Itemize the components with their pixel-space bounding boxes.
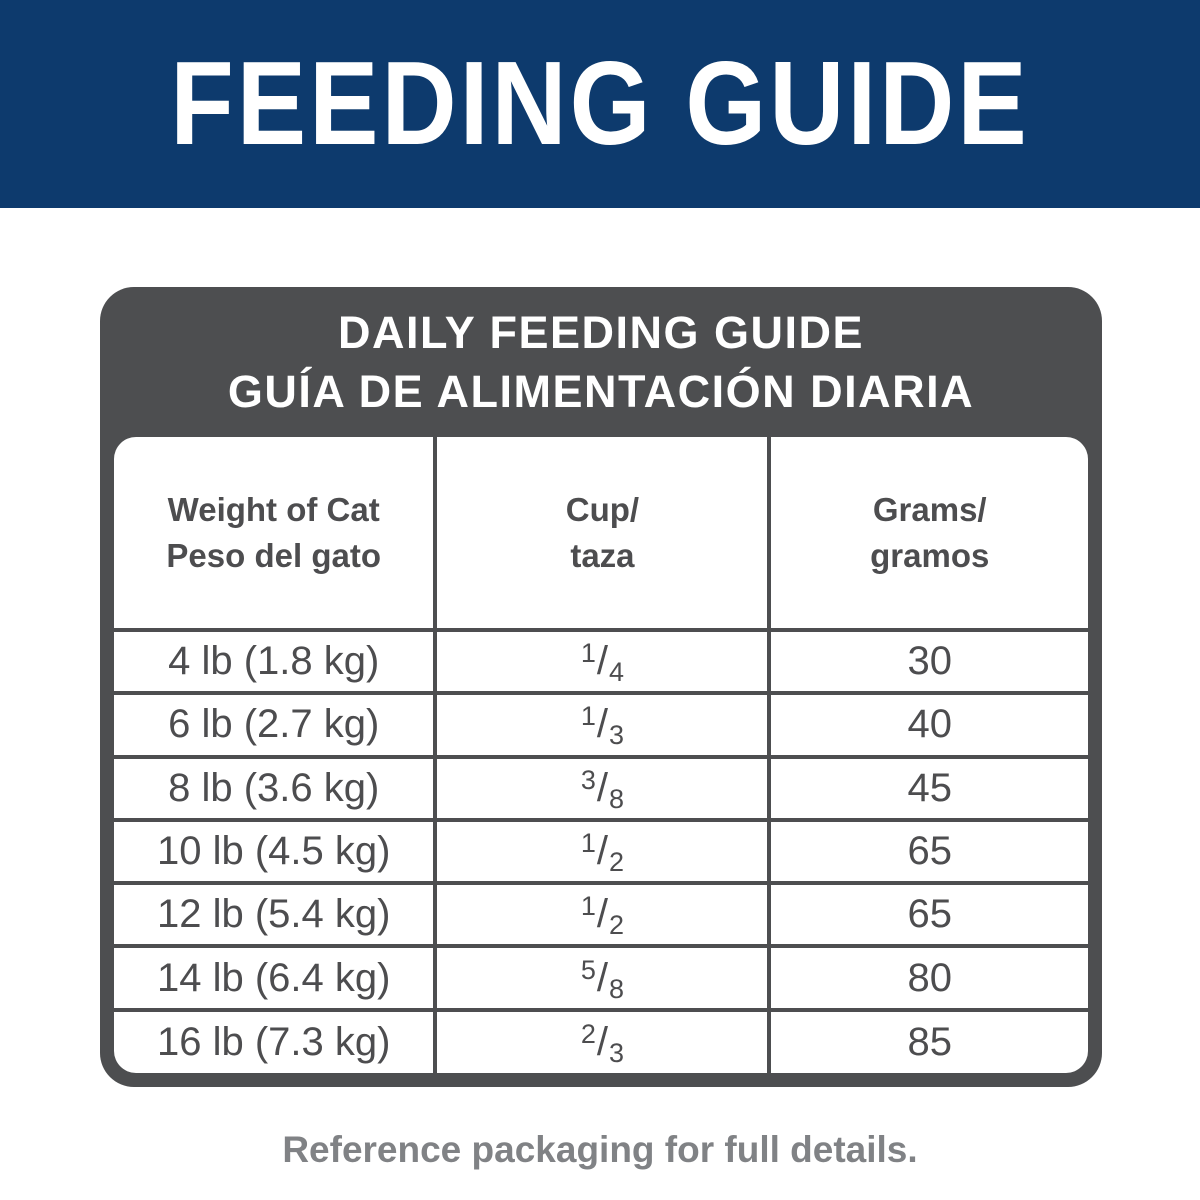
cell-cup: 3/8 <box>433 754 772 822</box>
table-row: 12 lb (5.4 kg) 1/2 65 <box>114 881 1088 949</box>
cell-grams: 85 <box>767 1007 1088 1073</box>
cup-fraction: 2/3 <box>580 1018 625 1068</box>
cell-grams: 65 <box>767 881 1088 949</box>
cell-cup: 5/8 <box>433 944 772 1012</box>
cell-cup: 1/3 <box>433 691 772 759</box>
card-title: DAILY FEEDING GUIDE GUÍA DE ALIMENTACIÓN… <box>100 287 1102 437</box>
cell-grams: 40 <box>767 691 1088 759</box>
cell-weight: 14 lb (6.4 kg) <box>114 944 438 1012</box>
column-header-weight-es: Peso del gato <box>166 537 381 574</box>
table-row: 6 lb (2.7 kg) 1/3 40 <box>114 691 1088 759</box>
banner-title: FEEDING GUIDE <box>170 37 1030 170</box>
cell-grams: 30 <box>767 627 1088 696</box>
cell-weight: 4 lb (1.8 kg) <box>114 627 438 696</box>
column-header-grams-en: Grams/ <box>872 491 987 528</box>
cell-weight: 16 lb (7.3 kg) <box>114 1007 438 1073</box>
column-header-grams: Grams/ gramos <box>767 437 1088 632</box>
column-header-cup-es: taza <box>570 537 635 574</box>
column-header-grams-es: gramos <box>870 537 990 574</box>
cell-cup: 1/2 <box>433 881 772 949</box>
cup-fraction: 1/2 <box>580 827 625 877</box>
cell-weight: 12 lb (5.4 kg) <box>114 881 438 949</box>
feeding-table-container: Weight of Cat Peso del gato Cup/ taza Gr… <box>114 437 1088 1073</box>
column-header-cup-en: Cup/ <box>565 491 640 528</box>
cup-fraction: 1/2 <box>580 891 625 941</box>
cell-cup: 1/2 <box>433 817 772 886</box>
cell-grams: 65 <box>767 817 1088 886</box>
table-row: 8 lb (3.6 kg) 3/8 45 <box>114 754 1088 822</box>
cell-weight: 10 lb (4.5 kg) <box>114 817 438 886</box>
card-title-en: DAILY FEEDING GUIDE <box>337 306 865 358</box>
cell-weight: 8 lb (3.6 kg) <box>114 754 438 822</box>
cup-fraction: 1/4 <box>580 638 625 688</box>
card-title-es: GUÍA DE ALIMENTACIÓN DIARIA <box>227 366 975 417</box>
cell-cup: 1/4 <box>433 627 772 696</box>
table-row: 16 lb (7.3 kg) 2/3 85 <box>114 1007 1088 1073</box>
feeding-guide-banner: FEEDING GUIDE <box>0 0 1200 208</box>
cell-grams: 45 <box>767 754 1088 822</box>
cup-fraction: 1/3 <box>580 701 625 751</box>
daily-feeding-guide-card: DAILY FEEDING GUIDE GUÍA DE ALIMENTACIÓN… <box>100 287 1102 1087</box>
table-row: 10 lb (4.5 kg) 1/2 65 <box>114 817 1088 886</box>
cell-grams: 80 <box>767 944 1088 1012</box>
column-header-weight-en: Weight of Cat <box>167 491 380 528</box>
footer-note: Reference packaging for full details. <box>282 1129 918 1170</box>
column-header-weight: Weight of Cat Peso del gato <box>114 437 438 632</box>
cup-fraction: 5/8 <box>580 954 625 1004</box>
cell-cup: 2/3 <box>433 1007 772 1073</box>
cup-fraction: 3/8 <box>580 764 625 814</box>
column-header-cup: Cup/ taza <box>433 437 772 632</box>
table-header-row: Weight of Cat Peso del gato Cup/ taza Gr… <box>114 437 1088 632</box>
feeding-table: Weight of Cat Peso del gato Cup/ taza Gr… <box>114 437 1088 1073</box>
table-row: 4 lb (1.8 kg) 1/4 30 <box>114 627 1088 696</box>
cell-weight: 6 lb (2.7 kg) <box>114 691 438 759</box>
table-row: 14 lb (6.4 kg) 5/8 80 <box>114 944 1088 1012</box>
